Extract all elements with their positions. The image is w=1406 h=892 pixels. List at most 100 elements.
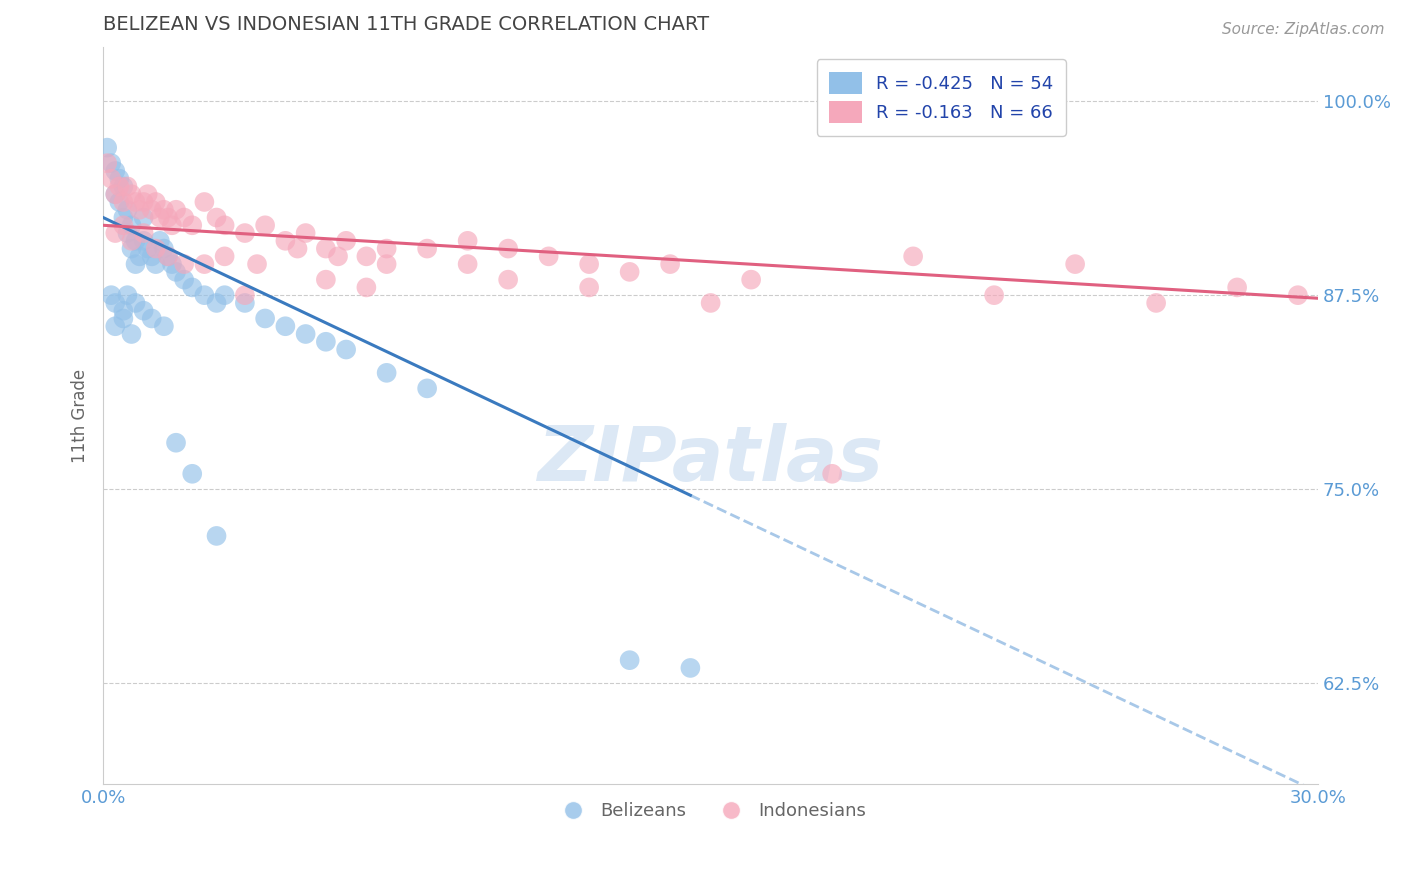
- Point: [104, 187, 127, 202]
- Point: [112, 311, 135, 326]
- Point: [121, 219, 143, 233]
- Point: [287, 242, 309, 256]
- Point: [132, 211, 155, 225]
- Point: [141, 202, 163, 217]
- Point: [619, 653, 641, 667]
- Point: [96, 140, 118, 154]
- Point: [100, 171, 122, 186]
- Point: [173, 273, 195, 287]
- Point: [100, 288, 122, 302]
- Point: [181, 467, 204, 481]
- Point: [457, 257, 479, 271]
- Point: [117, 288, 139, 302]
- Point: [821, 467, 844, 481]
- Point: [132, 226, 155, 240]
- Point: [274, 319, 297, 334]
- Point: [356, 249, 378, 263]
- Point: [537, 249, 560, 263]
- Point: [294, 226, 316, 240]
- Point: [233, 226, 256, 240]
- Point: [679, 661, 702, 675]
- Point: [104, 296, 127, 310]
- Point: [740, 273, 762, 287]
- Point: [132, 194, 155, 209]
- Point: [108, 171, 131, 186]
- Point: [136, 187, 159, 202]
- Point: [124, 194, 146, 209]
- Y-axis label: 11th Grade: 11th Grade: [72, 368, 89, 463]
- Point: [416, 381, 439, 395]
- Point: [156, 249, 179, 263]
- Point: [117, 202, 139, 217]
- Point: [619, 265, 641, 279]
- Point: [153, 242, 176, 256]
- Point: [165, 202, 187, 217]
- Point: [117, 226, 139, 240]
- Point: [112, 219, 135, 233]
- Point: [578, 257, 600, 271]
- Point: [274, 234, 297, 248]
- Point: [108, 194, 131, 209]
- Point: [1064, 257, 1087, 271]
- Point: [145, 242, 167, 256]
- Point: [112, 303, 135, 318]
- Point: [416, 242, 439, 256]
- Text: Source: ZipAtlas.com: Source: ZipAtlas.com: [1222, 22, 1385, 37]
- Point: [193, 288, 215, 302]
- Text: ZIPatlas: ZIPatlas: [537, 423, 883, 497]
- Point: [96, 156, 118, 170]
- Point: [496, 273, 519, 287]
- Point: [659, 257, 682, 271]
- Point: [124, 234, 146, 248]
- Point: [375, 242, 398, 256]
- Point: [356, 280, 378, 294]
- Point: [233, 288, 256, 302]
- Point: [153, 319, 176, 334]
- Point: [983, 288, 1005, 302]
- Point: [100, 156, 122, 170]
- Point: [205, 211, 228, 225]
- Point: [104, 226, 127, 240]
- Point: [375, 257, 398, 271]
- Point: [901, 249, 924, 263]
- Point: [193, 257, 215, 271]
- Point: [214, 219, 236, 233]
- Point: [315, 334, 337, 349]
- Point: [326, 249, 349, 263]
- Point: [121, 326, 143, 341]
- Point: [117, 179, 139, 194]
- Point: [141, 249, 163, 263]
- Point: [294, 326, 316, 341]
- Point: [193, 194, 215, 209]
- Point: [578, 280, 600, 294]
- Point: [145, 257, 167, 271]
- Point: [124, 257, 146, 271]
- Point: [104, 187, 127, 202]
- Point: [315, 242, 337, 256]
- Point: [145, 194, 167, 209]
- Point: [156, 249, 179, 263]
- Point: [496, 242, 519, 256]
- Point: [181, 219, 204, 233]
- Point: [214, 249, 236, 263]
- Point: [132, 303, 155, 318]
- Point: [699, 296, 721, 310]
- Point: [315, 273, 337, 287]
- Point: [165, 265, 187, 279]
- Point: [112, 211, 135, 225]
- Point: [141, 311, 163, 326]
- Point: [214, 288, 236, 302]
- Point: [112, 179, 135, 194]
- Point: [1144, 296, 1167, 310]
- Point: [104, 319, 127, 334]
- Point: [457, 234, 479, 248]
- Point: [335, 234, 357, 248]
- Point: [1226, 280, 1249, 294]
- Point: [104, 164, 127, 178]
- Point: [149, 211, 172, 225]
- Point: [246, 257, 269, 271]
- Point: [165, 435, 187, 450]
- Point: [132, 234, 155, 248]
- Point: [112, 194, 135, 209]
- Point: [205, 296, 228, 310]
